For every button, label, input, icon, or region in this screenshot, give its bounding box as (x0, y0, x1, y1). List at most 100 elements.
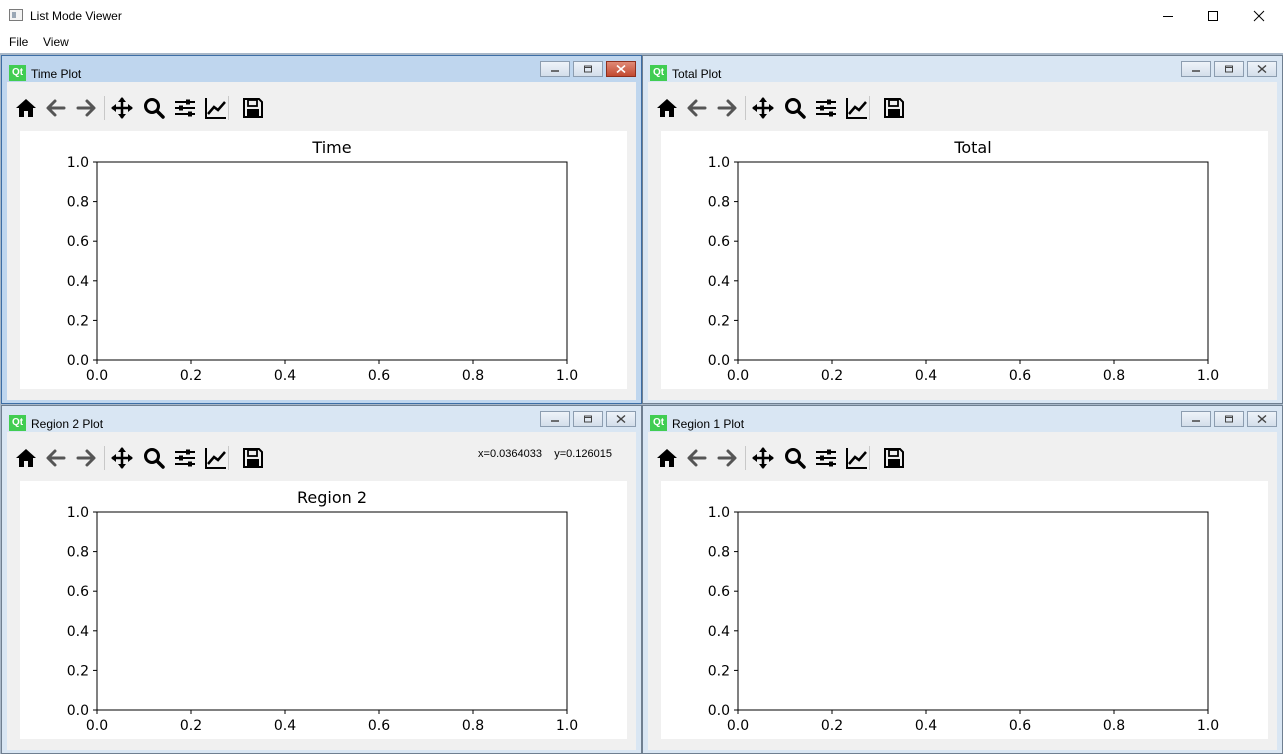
back-arrow-button[interactable] (44, 446, 68, 470)
edit-axes-icon (846, 98, 867, 119)
edit-axes-icon (205, 98, 226, 119)
qt-logo-icon: Qt (9, 415, 26, 431)
y-tick-label: 0.8 (708, 545, 730, 561)
subwindow-restore-button[interactable] (573, 61, 603, 77)
subwindow-close-button[interactable] (1247, 411, 1277, 427)
forward-arrow-button[interactable] (74, 96, 98, 120)
home-button[interactable] (14, 96, 38, 120)
edit-axes-button[interactable] (204, 96, 228, 120)
plot-canvas[interactable]: Region 2 0.0 0.2 0.4 0.6 0.8 1.0 0.0 0.2 0.4 0.6 0.… (20, 481, 627, 739)
menu-file[interactable]: File (9, 35, 29, 49)
subplots-button[interactable] (173, 446, 197, 470)
subwindow-minimize-button[interactable] (540, 61, 570, 77)
minimize-button[interactable] (1145, 0, 1191, 32)
subwindow-titlebar[interactable]: Qt Region 1 Plot (643, 406, 1282, 431)
plot-canvas[interactable]: Total 0.0 0.2 0.4 0.6 0.8 1.0 0.0 0.2 0.4 0.6 0.8 1.… (661, 131, 1268, 389)
toolbar-separator (104, 96, 105, 120)
subwindow-titlebar[interactable]: Qt Time Plot (2, 56, 641, 81)
maximize-button[interactable] (1190, 0, 1236, 32)
home-button[interactable] (655, 446, 679, 470)
subwindow-restore-button[interactable] (1214, 411, 1244, 427)
plot-axes-frame (96, 511, 568, 711)
subplots-button[interactable] (173, 96, 197, 120)
plot-canvas[interactable]: Time 0.0 0.2 0.4 0.6 0.8 1.0 0.0 0.2 0.4 0.6 0.8 1.0 (20, 131, 627, 389)
pan-button[interactable] (751, 446, 775, 470)
y-tick-label: 0.0 (67, 353, 89, 369)
edit-axes-button[interactable] (845, 96, 869, 120)
zoom-button[interactable] (142, 446, 166, 470)
plot-canvas[interactable]: 0.0 0.2 0.4 0.6 0.8 1.0 0.0 0.2 0.4 0.6 0.8 1.0 (661, 481, 1268, 739)
forward-arrow-button[interactable] (715, 446, 739, 470)
save-button[interactable] (241, 446, 265, 470)
y-tick-label: 1.0 (67, 505, 89, 521)
subwindow-close-button[interactable] (1247, 61, 1277, 77)
home-button[interactable] (655, 96, 679, 120)
home-icon (657, 449, 677, 467)
subwindow-minimize-button[interactable] (1181, 61, 1211, 77)
app-window-icon (9, 9, 23, 21)
close-icon (616, 415, 626, 423)
x-tick-label: 0.6 (368, 718, 390, 734)
chart-title: Total (953, 138, 991, 157)
pan-button[interactable] (751, 96, 775, 120)
subwindow-titlebar[interactable]: Qt Total Plot (643, 56, 1282, 81)
subwindow-close-button[interactable] (606, 61, 636, 77)
pan-button[interactable] (110, 96, 134, 120)
save-button[interactable] (882, 96, 906, 120)
back-arrow-button[interactable] (44, 96, 68, 120)
forward-arrow-icon (76, 449, 96, 467)
y-tick-label: 0.6 (708, 584, 730, 600)
zoom-button[interactable] (783, 96, 807, 120)
save-button[interactable] (882, 446, 906, 470)
x-tick-label: 1.0 (556, 368, 578, 384)
zoom-button[interactable] (142, 96, 166, 120)
subwindow-minimize-button[interactable] (1181, 411, 1211, 427)
y-tick-label: 0.2 (67, 663, 89, 679)
subwindow-client: x=0.0364033 y=0.126015 Region 2 0.0 0.2 0.4… (7, 432, 636, 750)
subwindow-close-button[interactable] (606, 411, 636, 427)
zoom-button[interactable] (783, 446, 807, 470)
subwindow-region-2-plot[interactable]: Qt Region 2 Plot x=0.0364033 y=0.126015 … (1, 405, 642, 754)
save-button[interactable] (241, 96, 265, 120)
subwindow-total-plot[interactable]: Qt Total Plot Total 0.0 0.2 0.4 0.6 0.8 1.0 0.0… (642, 55, 1283, 404)
x-tick-label: 0.8 (462, 718, 484, 734)
edit-axes-button[interactable] (204, 446, 228, 470)
home-button[interactable] (14, 446, 38, 470)
subplots-button[interactable] (814, 446, 838, 470)
subwindow-region-1-plot[interactable]: Qt Region 1 Plot 0.0 0.2 0.4 0.6 0.8 1.0 0.0 0.… (642, 405, 1283, 754)
x-tick-label: 0.2 (180, 718, 202, 734)
app-title: List Mode Viewer (30, 9, 122, 23)
subwindow-title: Region 2 Plot (31, 417, 104, 431)
subwindow-titlebar[interactable]: Qt Region 2 Plot (2, 406, 641, 431)
back-arrow-icon (46, 449, 66, 467)
subwindow-restore-button[interactable] (573, 411, 603, 427)
back-arrow-button[interactable] (685, 96, 709, 120)
minimize-icon (1192, 420, 1200, 422)
plot-toolbar (648, 82, 1277, 130)
menu-view[interactable]: View (43, 35, 69, 49)
restore-icon (1225, 415, 1233, 423)
edit-axes-button[interactable] (845, 446, 869, 470)
x-tick-label: 0.2 (180, 368, 202, 384)
forward-arrow-button[interactable] (74, 446, 98, 470)
y-tick-label: 0.2 (708, 663, 730, 679)
x-tick-label: 0.6 (368, 368, 390, 384)
save-icon (243, 448, 263, 468)
forward-arrow-icon (76, 99, 96, 117)
subplots-button[interactable] (814, 96, 838, 120)
plot-toolbar (648, 432, 1277, 480)
y-tick-label: 0.0 (67, 703, 89, 719)
close-icon (1253, 10, 1265, 22)
toolbar-separator (745, 96, 746, 120)
restore-icon (584, 65, 592, 73)
subwindow-restore-button[interactable] (1214, 61, 1244, 77)
pan-button[interactable] (110, 446, 134, 470)
back-arrow-button[interactable] (685, 446, 709, 470)
forward-arrow-button[interactable] (715, 96, 739, 120)
chart-title: Region 2 (297, 488, 367, 507)
save-icon (884, 98, 904, 118)
close-button[interactable] (1236, 0, 1282, 32)
x-tick-label: 0.4 (915, 718, 937, 734)
subwindow-minimize-button[interactable] (540, 411, 570, 427)
subwindow-time-plot[interactable]: Qt Time Plot Time 0.0 0.2 0.4 0.6 0.8 1.0 0.0 0.… (1, 55, 642, 404)
